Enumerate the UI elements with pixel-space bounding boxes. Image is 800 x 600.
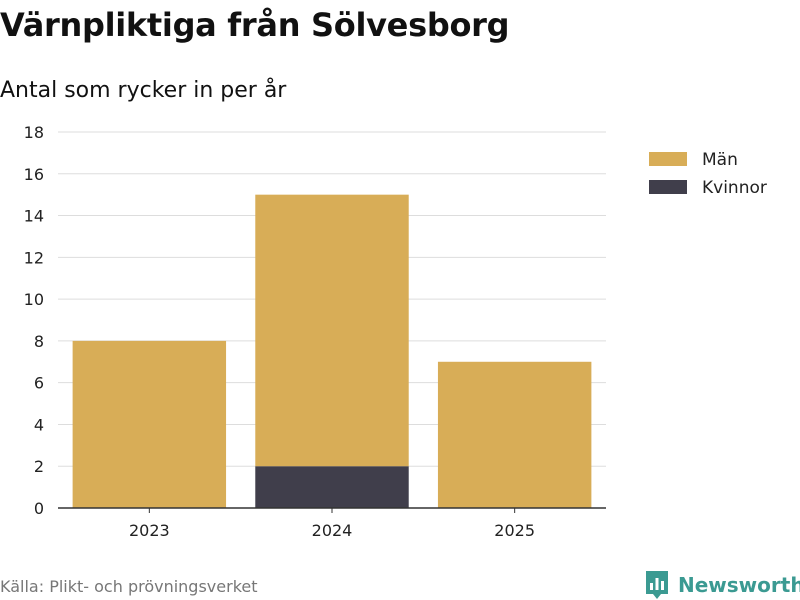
y-tick-label: 14 (24, 207, 44, 226)
y-tick-label: 4 (34, 415, 44, 434)
y-tick-label: 10 (24, 290, 44, 309)
source-note: Källa: Plikt- och prövningsverket (0, 577, 258, 596)
y-tick-label: 2 (34, 457, 44, 476)
bar-män-2023 (72, 340, 227, 508)
legend-swatch-kvinnor (649, 180, 687, 194)
x-tick-label: 2023 (129, 521, 170, 540)
y-tick-label: 8 (34, 332, 44, 351)
newsworthy-logo-icon (646, 571, 668, 599)
chart-subtitle: Antal som rycker in per år (0, 78, 287, 103)
chart-title: Värnpliktiga från Sölvesborg (0, 6, 510, 44)
newsworthy-brand[interactable]: Newsworthy (644, 570, 800, 600)
bar-män-2025 (437, 361, 592, 508)
x-axis-ticks: 2023 2024 2025 (129, 508, 535, 540)
bar-chart: 0 2 4 6 8 10 12 14 16 18 2023 2024 2025 Män Kvinnor (24, 123, 767, 540)
y-tick-label: 16 (24, 165, 44, 184)
x-tick-label: 2024 (312, 521, 353, 540)
brand-name: Newsworthy (678, 573, 800, 597)
bars (72, 194, 592, 508)
x-tick-label: 2025 (494, 521, 535, 540)
legend-swatch-män (649, 152, 687, 166)
y-tick-label: 12 (24, 248, 44, 267)
y-tick-label: 6 (34, 374, 44, 393)
bar-kvinnor-2024 (255, 466, 409, 508)
legend-label-kvinnor: Kvinnor (702, 178, 767, 198)
y-axis-ticks: 0 2 4 6 8 10 12 14 16 18 (24, 123, 44, 518)
y-tick-label: 0 (34, 499, 44, 518)
bar-män-2024 (255, 194, 409, 467)
y-tick-label: 18 (24, 123, 44, 142)
legend: Män Kvinnor (649, 150, 767, 198)
legend-label-män: Män (702, 150, 738, 170)
